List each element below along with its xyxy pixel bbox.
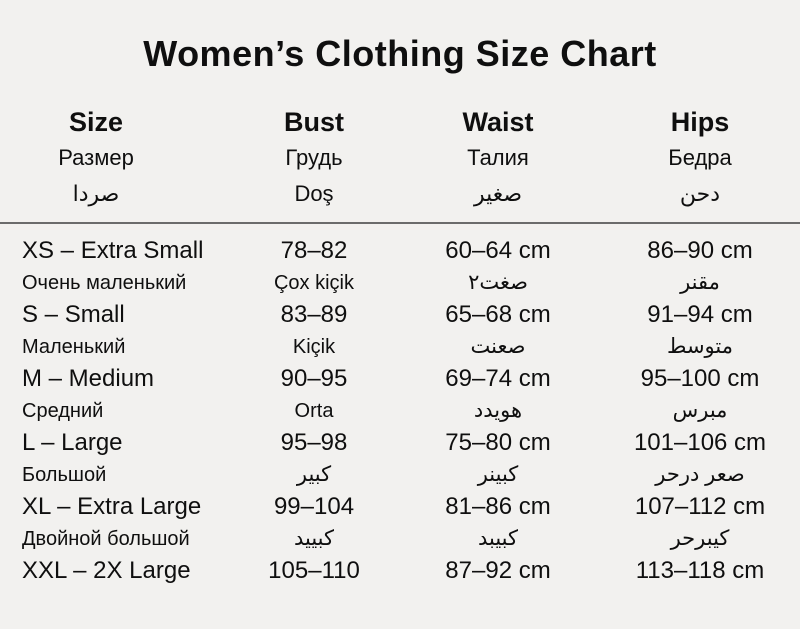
bust-value-sub: كبييد bbox=[293, 527, 335, 550]
bust-value: 105–110 bbox=[268, 557, 360, 584]
bust-value-sub: كبير bbox=[296, 463, 332, 486]
waist-value: 60–64 cm bbox=[445, 237, 551, 264]
bust-value: 83–89 bbox=[280, 301, 348, 328]
waist-value: 81–86 cm bbox=[445, 493, 551, 520]
header-hips-ar: دحن bbox=[679, 181, 721, 206]
header-size-ru: Размер bbox=[58, 145, 134, 170]
hips-value: 101–106 cm bbox=[633, 429, 767, 456]
hips-value-sub: متوسط bbox=[667, 335, 733, 358]
waist-value: 75–80 cm bbox=[445, 429, 551, 456]
bust-value-sub: Çox kiçik bbox=[273, 272, 354, 294]
header-bust-en: Bust bbox=[284, 107, 344, 137]
header-divider bbox=[0, 222, 800, 224]
header-size-ar: صردا bbox=[72, 181, 120, 206]
hips-value-sub: كيبرحر bbox=[670, 527, 730, 550]
hips-value: 107–112 cm bbox=[634, 493, 766, 520]
bust-value: 99–104 bbox=[273, 493, 355, 520]
hips-value-sub: مقنر bbox=[680, 271, 720, 294]
table-row-l: L – Large Большой 95–98 كبير 75–80 cm كب… bbox=[0, 426, 800, 490]
waist-value: 87–92 cm bbox=[445, 557, 551, 584]
bust-value: 78–82 bbox=[280, 237, 348, 264]
header-col-waist: Waist Талия صغير bbox=[396, 104, 600, 212]
size-label: M – Medium bbox=[22, 365, 155, 392]
bust-value-sub: Kiçik bbox=[292, 336, 336, 358]
header-waist-en: Waist bbox=[462, 107, 534, 137]
header-bust-ru: Грудь bbox=[285, 145, 343, 170]
size-label: XS – Extra Small bbox=[22, 237, 204, 264]
header-hips-en: Hips bbox=[670, 107, 730, 137]
table-row-s: S – Small Маленький 83–89 Kiçik 65–68 cm… bbox=[0, 298, 800, 362]
waist-value-sub: كبينر bbox=[477, 463, 519, 486]
header-size-en: Size bbox=[68, 107, 124, 137]
header-col-bust: Bust Грудь Doş bbox=[232, 104, 396, 212]
size-label-ru: Средний bbox=[22, 400, 104, 422]
size-label: S – Small bbox=[22, 301, 125, 328]
size-label: L – Large bbox=[22, 429, 123, 456]
size-label: XXL – 2X Large bbox=[22, 557, 191, 584]
hips-value-sub: صعر درحر bbox=[655, 463, 745, 486]
hips-value: 91–94 cm bbox=[647, 301, 753, 328]
header-waist-ru: Талия bbox=[467, 145, 529, 170]
waist-value-sub: هويدد bbox=[473, 399, 523, 422]
table-row-xs: XS – Extra Small Очень маленький 78–82 Ç… bbox=[0, 234, 800, 298]
table-header: Size Размер صردا Bust Грудь Doş Waist Та… bbox=[0, 104, 800, 212]
page-title: Women’s Clothing Size Chart bbox=[143, 33, 657, 74]
waist-value-sub: كبيبد bbox=[477, 527, 519, 550]
hips-value: 95–100 cm bbox=[640, 365, 760, 392]
header-col-size: Size Размер صردا bbox=[0, 104, 232, 212]
header-waist-ar: صغير bbox=[473, 181, 523, 206]
hips-value-sub: مبرس bbox=[672, 399, 728, 422]
size-label-ru: Очень маленький bbox=[22, 272, 187, 294]
hips-value: 113–118 cm bbox=[635, 557, 765, 584]
size-label-ru: Маленький bbox=[22, 336, 126, 358]
size-label-ru: Большой bbox=[22, 464, 107, 486]
table-row-xxl: XXL – 2X Large 105–110 87–92 cm 113–118 … bbox=[0, 554, 800, 588]
size-label-ru: Двойной большой bbox=[22, 528, 190, 550]
header-bust-az: Doş bbox=[294, 181, 334, 206]
waist-value-sub: صغت٢ bbox=[468, 271, 528, 294]
header-hips-ru: Бедра bbox=[668, 145, 732, 170]
table-body: XS – Extra Small Очень маленький 78–82 Ç… bbox=[0, 234, 800, 588]
bust-value-sub: Orta bbox=[294, 400, 334, 422]
hips-value: 86–90 cm bbox=[647, 237, 753, 264]
bust-value: 95–98 bbox=[280, 429, 348, 456]
waist-value: 69–74 cm bbox=[445, 365, 551, 392]
waist-value: 65–68 cm bbox=[445, 301, 551, 328]
size-label: XL – Extra Large bbox=[22, 493, 202, 520]
bust-value: 90–95 bbox=[280, 365, 348, 392]
table-row-m: M – Medium Средний 90–95 Orta 69–74 cm ه… bbox=[0, 362, 800, 426]
table-row-xl: XL – Extra Large Двойной большой 99–104 … bbox=[0, 490, 800, 554]
header-col-hips: Hips Бедра دحن bbox=[600, 104, 800, 212]
size-chart-page: Women’s Clothing Size Chart Size Размер … bbox=[0, 30, 800, 629]
waist-value-sub: صعنت bbox=[470, 335, 526, 358]
